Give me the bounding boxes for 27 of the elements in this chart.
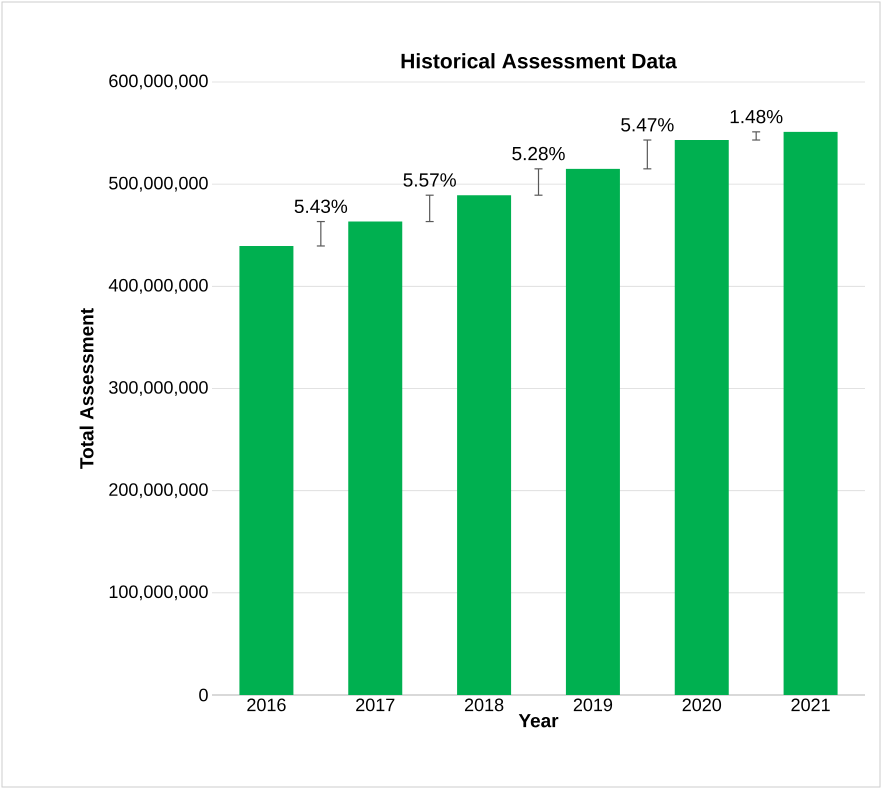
annotation: 5.28% [512, 146, 565, 160]
annotation: 5.43% [294, 200, 348, 214]
y-tick-label: 600,000,000 [109, 74, 208, 90]
bar [674, 140, 729, 695]
x-tick-label: 2020 [682, 698, 722, 712]
y-tick-label: 300,000,000 [109, 381, 208, 396]
annotation: 5.57% [404, 173, 456, 187]
bar [239, 246, 294, 695]
bar [457, 195, 512, 695]
x-tick-label: 2021 [791, 698, 830, 712]
x-tick-label: 2017 [356, 698, 394, 712]
y-tick-label: 200,000,000 [109, 483, 208, 498]
bar [566, 168, 620, 695]
x-tick-label: 2019 [574, 698, 612, 712]
annotation: 1.48% [730, 110, 782, 124]
y-tick-label: 0 [199, 688, 208, 702]
x-tick-label: 2016 [247, 698, 286, 712]
bar [784, 132, 838, 695]
x-tick-label: 2018 [464, 698, 504, 712]
x-axis-title: Year [518, 714, 558, 728]
chart-title: Historical Assessment Data [402, 53, 677, 68]
y-tick-label: 500,000,000 [109, 176, 208, 192]
y-tick-label: 400,000,000 [108, 278, 208, 294]
y-axis-title: Total Assessment [80, 308, 94, 469]
bar [348, 222, 402, 695]
annotation: 5.47% [621, 118, 674, 132]
y-tick-label: 100,000,000 [110, 585, 208, 600]
